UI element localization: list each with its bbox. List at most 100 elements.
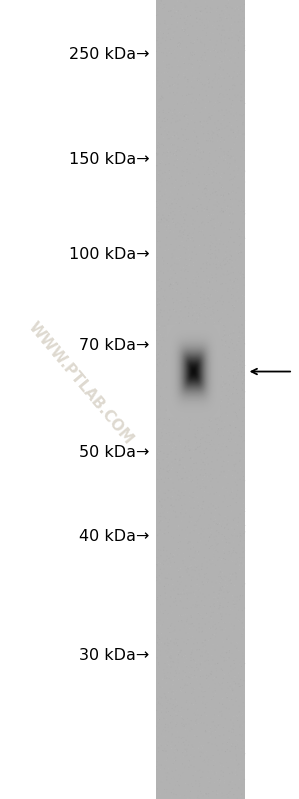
Point bbox=[241, 401, 246, 414]
Point bbox=[218, 765, 222, 777]
Point bbox=[184, 143, 189, 156]
Point bbox=[163, 184, 168, 197]
Point bbox=[195, 205, 200, 218]
Point bbox=[178, 303, 182, 316]
Point bbox=[217, 8, 222, 21]
Point bbox=[216, 677, 221, 690]
Point bbox=[187, 444, 191, 457]
Point bbox=[176, 543, 181, 555]
Point bbox=[179, 270, 184, 283]
Point bbox=[176, 107, 181, 120]
Point bbox=[173, 511, 178, 523]
Point bbox=[158, 37, 163, 50]
Point bbox=[161, 92, 165, 105]
Point bbox=[182, 241, 187, 254]
Point bbox=[187, 177, 191, 190]
Point bbox=[219, 584, 224, 597]
Point bbox=[218, 262, 222, 275]
Point bbox=[225, 633, 229, 646]
Point bbox=[154, 560, 159, 573]
Point bbox=[240, 262, 245, 275]
Point bbox=[242, 213, 247, 225]
Point bbox=[204, 173, 209, 185]
Point bbox=[155, 591, 160, 604]
Point bbox=[218, 191, 222, 204]
Point bbox=[155, 295, 160, 308]
Point bbox=[206, 737, 210, 749]
Point bbox=[209, 610, 213, 622]
Point bbox=[188, 469, 193, 482]
Point bbox=[215, 74, 220, 86]
Point bbox=[193, 376, 198, 388]
Point bbox=[186, 705, 190, 718]
Point bbox=[225, 157, 230, 169]
Point bbox=[176, 70, 181, 82]
Point bbox=[155, 373, 159, 386]
Point bbox=[165, 317, 170, 330]
Point bbox=[200, 16, 205, 29]
Point bbox=[219, 765, 224, 777]
Point bbox=[216, 441, 221, 454]
Point bbox=[242, 165, 247, 177]
Point bbox=[191, 352, 196, 365]
Point bbox=[178, 704, 182, 717]
Point bbox=[201, 732, 206, 745]
Point bbox=[163, 497, 167, 510]
Point bbox=[164, 384, 168, 397]
Point bbox=[204, 85, 209, 97]
Point bbox=[223, 316, 228, 328]
Point bbox=[197, 97, 202, 109]
Point bbox=[161, 285, 166, 298]
Point bbox=[234, 368, 239, 381]
Point bbox=[203, 725, 208, 738]
Point bbox=[216, 616, 221, 629]
Point bbox=[203, 400, 208, 412]
Point bbox=[156, 697, 161, 710]
Point bbox=[201, 477, 205, 490]
Point bbox=[156, 178, 161, 191]
Point bbox=[217, 779, 222, 792]
Point bbox=[211, 213, 216, 225]
Point bbox=[189, 697, 194, 710]
Point bbox=[189, 154, 194, 167]
Point bbox=[160, 310, 164, 323]
Point bbox=[190, 257, 195, 270]
Point bbox=[208, 252, 213, 264]
Point bbox=[175, 433, 179, 446]
Point bbox=[218, 62, 223, 74]
Point bbox=[199, 289, 204, 302]
Point bbox=[182, 110, 187, 123]
Point bbox=[221, 254, 226, 267]
Point bbox=[183, 789, 187, 799]
Point bbox=[163, 788, 168, 799]
Point bbox=[217, 584, 222, 597]
Point bbox=[217, 414, 222, 427]
Point bbox=[173, 217, 177, 230]
Point bbox=[213, 268, 218, 281]
Point bbox=[216, 129, 220, 142]
Point bbox=[223, 771, 228, 784]
Point bbox=[168, 263, 173, 276]
Point bbox=[242, 217, 247, 229]
Point bbox=[238, 674, 243, 686]
Point bbox=[212, 632, 217, 645]
Point bbox=[224, 191, 228, 204]
Point bbox=[216, 72, 221, 85]
Point bbox=[208, 18, 213, 30]
Point bbox=[199, 118, 204, 131]
Point bbox=[166, 491, 171, 503]
Point bbox=[164, 310, 169, 323]
Point bbox=[162, 380, 167, 392]
Point bbox=[201, 495, 206, 507]
Point bbox=[194, 717, 199, 729]
Point bbox=[156, 225, 161, 238]
Point bbox=[204, 97, 208, 109]
Point bbox=[242, 674, 246, 687]
Point bbox=[193, 367, 198, 380]
Point bbox=[214, 713, 219, 725]
Point bbox=[229, 97, 234, 110]
Point bbox=[193, 400, 198, 413]
Point bbox=[168, 669, 173, 682]
Point bbox=[211, 749, 216, 762]
Point bbox=[240, 435, 245, 448]
